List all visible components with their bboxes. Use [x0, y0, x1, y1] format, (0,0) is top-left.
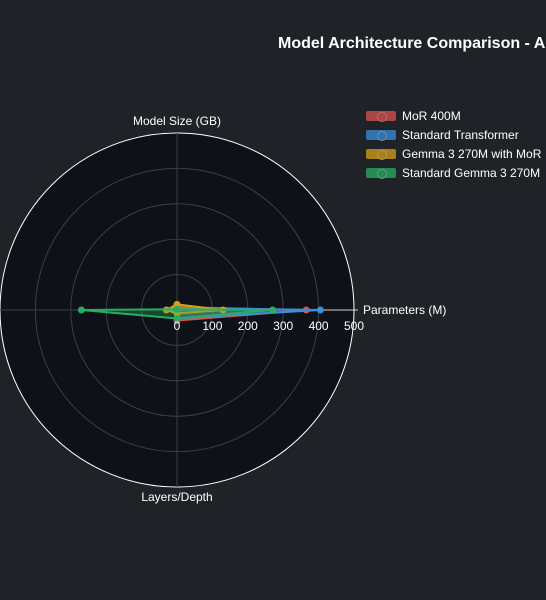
data-point-3-3 [77, 306, 85, 314]
legend-item[interactable]: Standard Gemma 3 270M [366, 163, 541, 182]
legend-swatch [366, 148, 396, 160]
legend-item[interactable]: Gemma 3 270M with MoR [366, 144, 541, 163]
data-point-3-2 [173, 314, 181, 322]
legend-item[interactable]: Standard Transformer [366, 125, 541, 144]
legend-swatch [366, 167, 396, 179]
legend-swatch [366, 110, 396, 122]
radial-tick-label: 200 [238, 319, 258, 333]
axis-labels: Model Size (GB) Parameters (M) Layers/Dept… [133, 114, 446, 504]
data-point-1-1 [316, 306, 324, 314]
series-layer [77, 300, 324, 325]
data-point-3-1 [269, 306, 277, 314]
radial-tick-label: 300 [273, 319, 293, 333]
legend-swatch [366, 129, 396, 141]
axis-label-1: Parameters (M) [363, 303, 446, 317]
legend-label: Gemma 3 270M with MoR [402, 146, 542, 161]
legend: MoR 400M Standard Transformer Gemma 3 270M… [366, 106, 541, 182]
axis-label-2: Layers/Depth [141, 490, 212, 504]
radial-tick-label: 500 [344, 319, 364, 333]
legend-label: Standard Transformer [402, 127, 519, 142]
chart-title: Model Architecture Comparison - All [278, 35, 546, 52]
legend-label: Standard Gemma 3 270M [402, 165, 541, 180]
radial-tick-label: 400 [309, 319, 329, 333]
radial-tick-label: 0 [174, 319, 181, 333]
legend-item[interactable]: MoR 400M [366, 106, 541, 125]
axis-label-0: Model Size (GB) [133, 114, 221, 128]
legend-label: MoR 400M [402, 108, 461, 123]
data-point-3-0 [173, 305, 181, 313]
radial-tick-label: 100 [202, 319, 222, 333]
